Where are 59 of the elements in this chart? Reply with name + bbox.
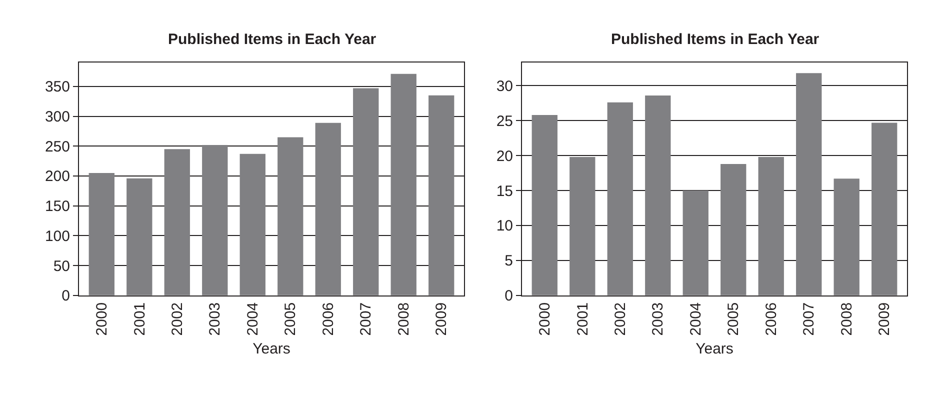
bar [720, 164, 746, 296]
y-tick-label: 20 [496, 148, 513, 165]
x-axis-title: Years [252, 340, 290, 358]
bar [570, 156, 596, 296]
x-tick-label: 2001 [574, 302, 592, 336]
y-tick-label: 300 [44, 108, 70, 126]
y-tick-label: 200 [44, 168, 70, 186]
bar [353, 88, 379, 296]
y-tick-label: 5 [504, 252, 513, 270]
x-tick-label: 2005 [725, 302, 742, 336]
x-tick-label: 2005 [282, 302, 300, 336]
x-tick-label: 2009 [876, 302, 894, 336]
x-tick-label: 2002 [169, 302, 186, 336]
bar [758, 156, 784, 296]
bar [164, 149, 190, 296]
bar [126, 178, 152, 296]
bar [682, 190, 708, 296]
y-tick-label: 150 [44, 198, 70, 216]
x-tick-label: 2002 [612, 302, 630, 336]
y-tick-label: 50 [53, 258, 70, 275]
x-tick-label: 2007 [800, 302, 818, 336]
y-tick-label: 15 [496, 182, 513, 200]
y-tick-label: 350 [44, 78, 70, 96]
y-tick-label: 0 [504, 288, 513, 305]
bar [390, 74, 416, 296]
bar [315, 122, 341, 296]
bar [88, 173, 114, 296]
bar [645, 95, 671, 296]
bar [278, 137, 304, 296]
y-tick-label: 30 [496, 78, 513, 95]
chart-title: Published Items in Each Year [168, 31, 376, 48]
y-tick-label: 10 [496, 218, 513, 235]
bar [532, 115, 558, 296]
chart-title: Published Items in Each Year [611, 31, 820, 48]
bar [796, 73, 822, 296]
x-tick-label: 2008 [838, 302, 856, 336]
x-axis-title: Years [696, 340, 734, 358]
bar [202, 144, 228, 296]
x-tick-label: 2006 [762, 302, 780, 336]
bar [428, 95, 454, 296]
x-tick-label: 2006 [320, 302, 337, 336]
x-tick-label: 2003 [650, 302, 667, 336]
y-tick-label: 0 [62, 288, 70, 305]
y-tick-label: 25 [496, 112, 513, 130]
bar [607, 102, 633, 296]
bar [240, 154, 266, 296]
x-tick-label: 2004 [244, 302, 262, 336]
x-tick-label: 2008 [395, 302, 412, 336]
x-tick-label: 2001 [131, 302, 148, 336]
x-tick-label: 2000 [94, 302, 111, 336]
x-tick-label: 2004 [688, 302, 705, 336]
y-tick-label: 100 [44, 228, 70, 245]
x-tick-label: 2000 [536, 302, 554, 336]
y-tick-label: 250 [44, 138, 70, 156]
x-tick-label: 2007 [358, 302, 375, 336]
bar [872, 122, 898, 296]
x-tick-label: 2003 [206, 302, 224, 336]
x-tick-label: 2009 [433, 302, 450, 336]
bar [834, 178, 860, 296]
